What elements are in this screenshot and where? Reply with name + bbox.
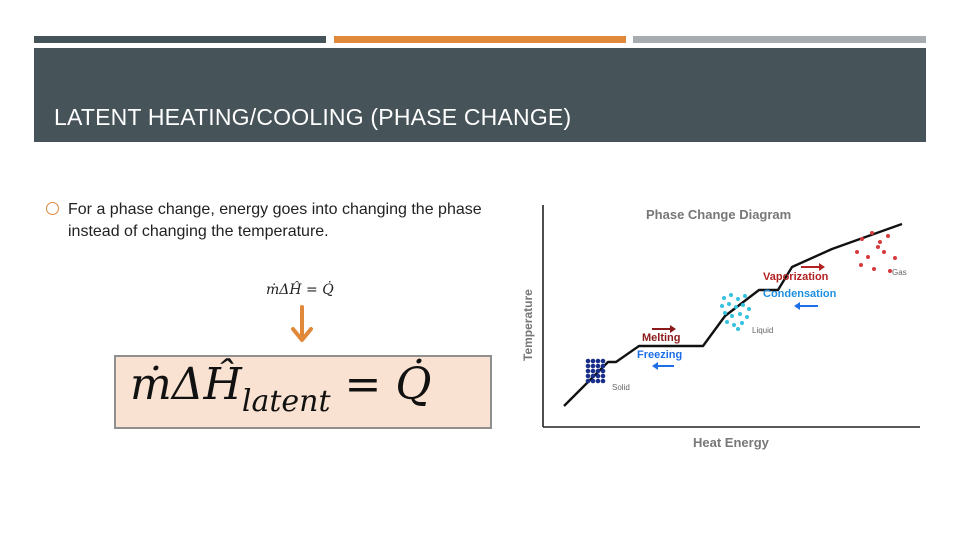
melting-arrow-icon bbox=[652, 325, 676, 333]
accent-bar-dark bbox=[34, 36, 326, 43]
latent-equation-lhs: ṁΔĤ bbox=[130, 359, 242, 410]
diagram-title: Phase Change Diagram bbox=[646, 207, 791, 222]
accent-bar-orange bbox=[334, 36, 626, 43]
slide-title: LATENT HEATING/COOLING (PHASE CHANGE) bbox=[54, 104, 572, 130]
gas-particles bbox=[855, 231, 897, 273]
latent-equation: ṁΔĤlatent = Q̇ bbox=[130, 359, 432, 419]
condensation-arrow-icon bbox=[794, 302, 818, 310]
liquid-label: Liquid bbox=[752, 326, 773, 335]
freezing-label: Freezing bbox=[637, 349, 682, 361]
vaporization-label: Vaporization bbox=[763, 271, 829, 283]
melting-label: Melting bbox=[642, 332, 681, 344]
down-arrow-icon bbox=[291, 305, 313, 342]
diagram-ylabel: Temperature bbox=[521, 289, 535, 361]
heating-curve bbox=[563, 222, 903, 407]
bullet-text: For a phase change, energy goes into cha… bbox=[68, 201, 482, 240]
latent-equation-rhs: = Q̇ bbox=[330, 359, 432, 410]
gas-label: Gas bbox=[892, 268, 907, 277]
freezing-arrow-icon bbox=[652, 362, 674, 370]
energy-balance-equation: ṁΔĤ = Q̇ bbox=[266, 282, 334, 298]
diagram-xlabel: Heat Energy bbox=[693, 435, 770, 450]
solid-particles bbox=[585, 358, 606, 384]
latent-equation-box: ṁΔĤlatent = Q̇ bbox=[114, 355, 492, 429]
accent-bar-gray bbox=[633, 36, 926, 43]
liquid-particles bbox=[720, 293, 751, 331]
phase-change-diagram: Phase Change Diagram Temperature Heat En… bbox=[521, 205, 920, 450]
solid-label: Solid bbox=[612, 383, 630, 392]
condensation-label: Condensation bbox=[763, 288, 837, 300]
vaporization-arrow-icon bbox=[801, 263, 825, 271]
latent-subscript: latent bbox=[241, 384, 331, 419]
circle-bullet-icon bbox=[46, 202, 59, 215]
title-band: LATENT HEATING/COOLING (PHASE CHANGE) bbox=[34, 48, 926, 142]
